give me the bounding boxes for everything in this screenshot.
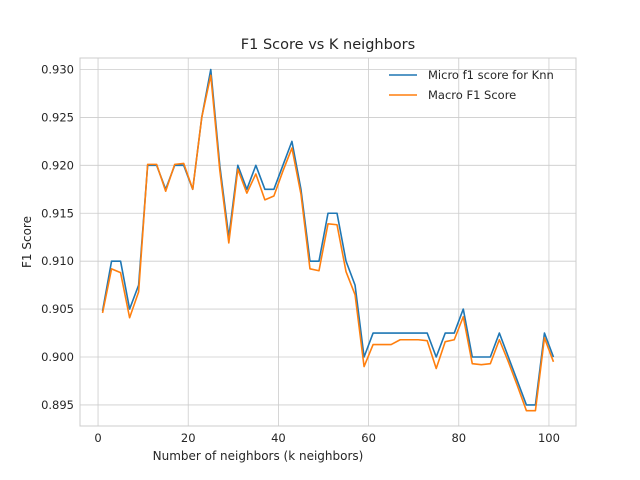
series-line-micro	[101, 68, 555, 406]
y-tick-label: 0.895	[41, 398, 74, 412]
y-tick-label: 0.910	[41, 254, 74, 268]
y-tick-label: 0.915	[41, 206, 74, 220]
x-axis-label: Number of neighbors (k neighbors)	[153, 449, 364, 463]
legend-label-macro: Macro F1 Score	[428, 88, 516, 102]
y-tick-label: 0.905	[41, 302, 74, 316]
y-tick-label: 0.920	[41, 158, 74, 172]
series-lines	[101, 68, 555, 412]
x-tick-label: 100	[538, 431, 560, 445]
x-tick-labels: 0 20 40 60 80 100	[94, 431, 560, 445]
grid-lines	[80, 58, 576, 426]
legend-label-micro: Micro f1 score for Knn	[428, 68, 554, 82]
x-tick-label: 80	[451, 431, 466, 445]
legend: Micro f1 score for Knn Macro F1 Score	[389, 68, 554, 102]
y-tick-label: 0.930	[41, 63, 74, 77]
y-tick-label: 0.900	[41, 350, 74, 364]
y-axis-label: F1 Score	[20, 216, 34, 268]
y-tick-labels: 0.895 0.900 0.905 0.910 0.915 0.920 0.925 0.930	[41, 63, 74, 412]
chart-title: F1 Score vs K neighbors	[241, 37, 415, 53]
x-tick-label: 20	[181, 431, 196, 445]
x-tick-label: 0	[94, 431, 101, 445]
x-tick-label: 60	[361, 431, 376, 445]
y-tick-label: 0.925	[41, 110, 74, 124]
plot-frame	[79, 57, 577, 427]
x-tick-label: 40	[271, 431, 286, 445]
series-line-macro	[101, 74, 555, 412]
